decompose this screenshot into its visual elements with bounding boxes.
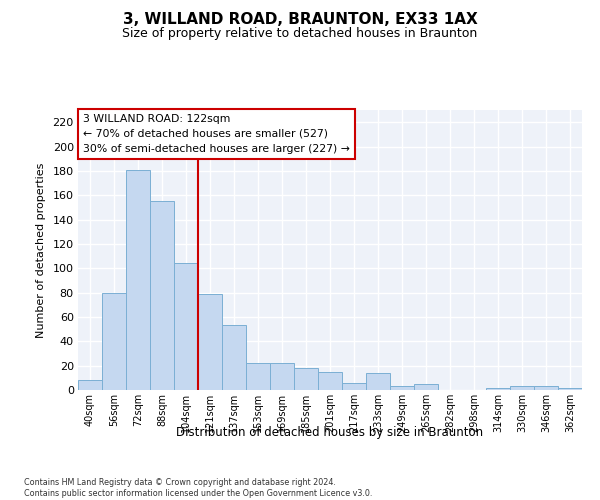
Bar xyxy=(558,388,582,390)
Bar xyxy=(126,170,150,390)
Bar xyxy=(270,363,294,390)
Text: 3 WILLAND ROAD: 122sqm
← 70% of detached houses are smaller (527)
30% of semi-de: 3 WILLAND ROAD: 122sqm ← 70% of detached… xyxy=(83,114,350,154)
Bar xyxy=(294,368,318,390)
Bar xyxy=(198,294,222,390)
Bar xyxy=(102,292,126,390)
Bar xyxy=(318,372,342,390)
Bar xyxy=(510,386,534,390)
Bar xyxy=(342,382,366,390)
Bar xyxy=(414,384,438,390)
Y-axis label: Number of detached properties: Number of detached properties xyxy=(35,162,46,338)
Bar xyxy=(366,373,390,390)
Text: Distribution of detached houses by size in Braunton: Distribution of detached houses by size … xyxy=(176,426,484,439)
Text: Contains HM Land Registry data © Crown copyright and database right 2024.
Contai: Contains HM Land Registry data © Crown c… xyxy=(24,478,373,498)
Bar xyxy=(486,388,510,390)
Bar xyxy=(246,363,270,390)
Bar xyxy=(150,202,174,390)
Text: 3, WILLAND ROAD, BRAUNTON, EX33 1AX: 3, WILLAND ROAD, BRAUNTON, EX33 1AX xyxy=(122,12,478,28)
Bar xyxy=(222,326,246,390)
Bar xyxy=(78,380,102,390)
Text: Size of property relative to detached houses in Braunton: Size of property relative to detached ho… xyxy=(122,28,478,40)
Bar xyxy=(534,386,558,390)
Bar xyxy=(174,264,198,390)
Bar xyxy=(390,386,414,390)
